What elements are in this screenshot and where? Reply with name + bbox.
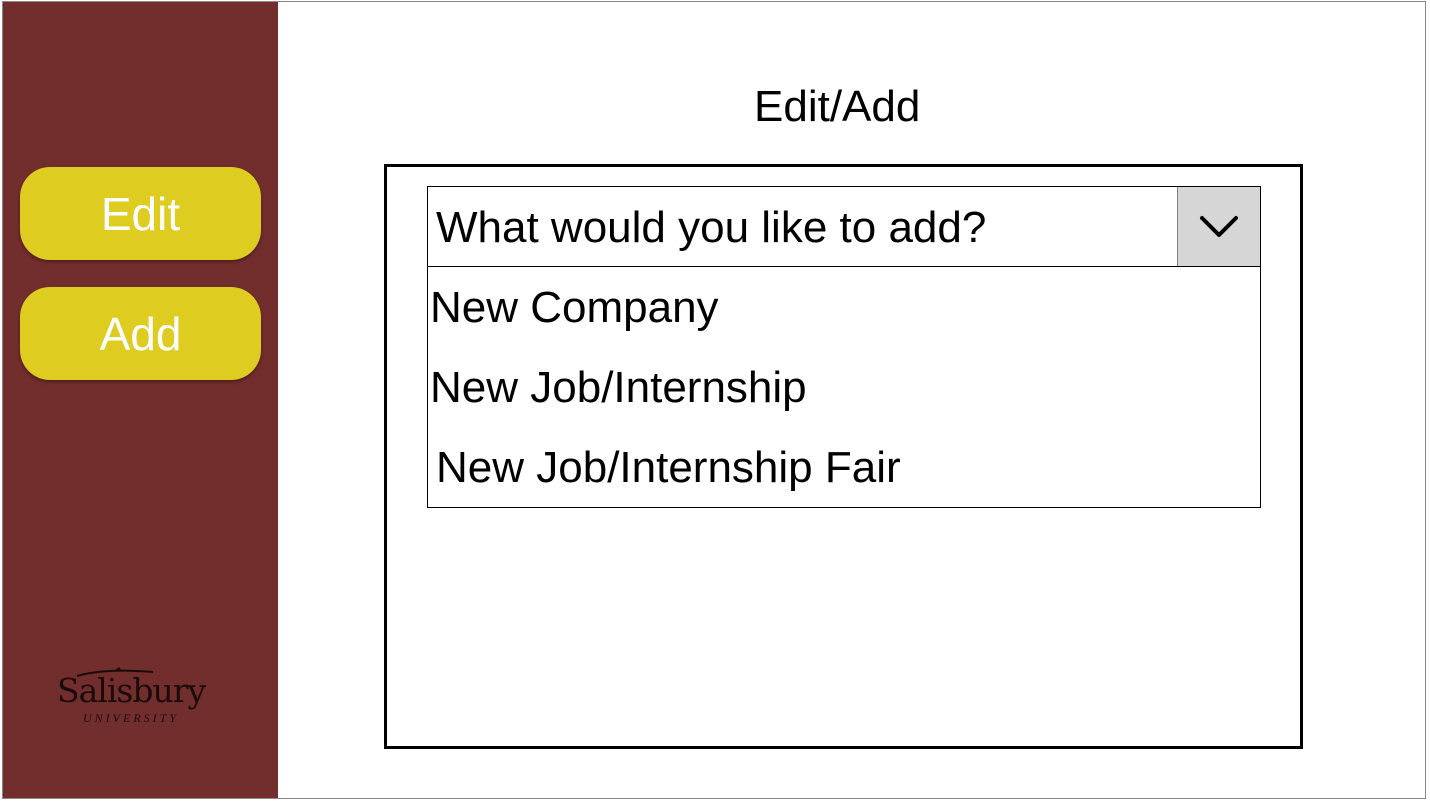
option-label: New Job/Internship [430,363,807,412]
option-label: New Job/Internship Fair [436,443,901,492]
chevron-down-icon [1200,215,1238,237]
edit-button[interactable]: Edit [20,167,261,260]
page-title: Edit/Add [754,82,921,131]
logo-swoosh-icon [76,667,154,677]
logo-wordmark: Salisbury [57,671,206,710]
dropdown-toggle[interactable] [1177,187,1260,266]
logo-subtitle: UNIVERSITY [83,711,179,725]
salisbury-university-logo: Salisbury UNIVERSITY [55,667,225,727]
option-label: New Company [430,283,719,332]
sidebar: Edit Add Salisbury UNIVERSITY [3,2,278,798]
dropdown-option-new-company[interactable]: New Company [427,267,1261,348]
dropdown-option-new-job-internship-fair[interactable]: New Job/Internship Fair [427,427,1261,508]
dropdown-option-new-job-internship[interactable]: New Job/Internship [427,347,1261,428]
dropdown-selected-value: What would you like to add? [436,203,987,252]
add-type-dropdown[interactable]: What would you like to add? [427,186,1261,267]
add-button[interactable]: Add [20,287,261,380]
